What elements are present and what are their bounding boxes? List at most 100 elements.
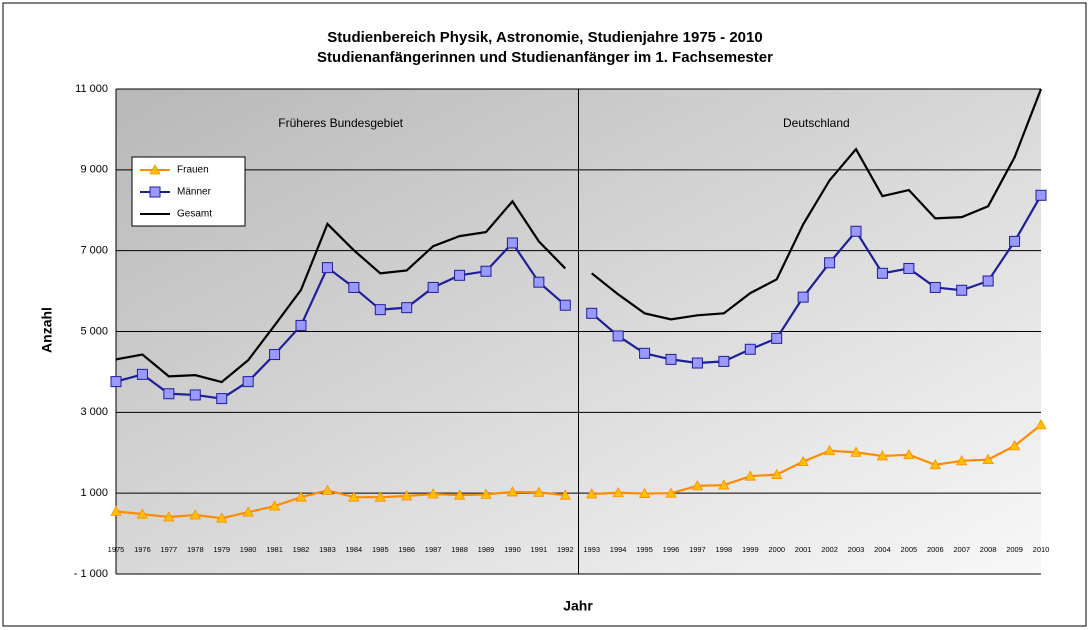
- marker: [480, 488, 492, 499]
- marker: [982, 453, 994, 465]
- y-tick-label: 11 000: [75, 83, 108, 95]
- x-tick-label: 1991: [531, 545, 548, 554]
- x-axis-label: Jahr: [563, 598, 593, 614]
- marker: [718, 479, 730, 490]
- region-label: Früheres Bundesgebiet: [278, 116, 403, 130]
- marker: [163, 511, 175, 522]
- y-axis-label: Anzahl: [39, 307, 55, 353]
- marker: [348, 281, 360, 293]
- y-tick-label: 7 000: [80, 245, 108, 257]
- marker: [665, 353, 677, 365]
- x-tick-label: 1982: [293, 545, 310, 554]
- marker: [850, 446, 862, 457]
- x-tick-label: 1993: [583, 545, 600, 554]
- marker: [876, 450, 889, 461]
- x-tick-label: 2005: [901, 545, 918, 554]
- x-tick-label: 2009: [1006, 545, 1023, 554]
- marker: [189, 509, 201, 520]
- x-tick-label: 1996: [663, 545, 680, 554]
- x-tick-label: 1975: [108, 545, 125, 554]
- y-tick-label: 3 000: [80, 406, 108, 418]
- marker: [348, 491, 360, 502]
- marker: [797, 455, 809, 467]
- marker: [612, 330, 624, 342]
- marker: [559, 489, 571, 500]
- x-tick-label: 2007: [953, 545, 970, 554]
- marker: [269, 349, 281, 361]
- marker: [427, 488, 439, 499]
- marker: [401, 302, 413, 314]
- y-tick-label: 5 000: [80, 325, 108, 337]
- marker: [797, 291, 809, 303]
- marker: [612, 486, 624, 498]
- marker: [401, 490, 413, 501]
- x-tick-label: 2010: [1033, 545, 1050, 554]
- marker: [718, 355, 730, 367]
- marker: [533, 486, 545, 497]
- x-tick-label: 2001: [795, 545, 812, 554]
- marker: [744, 343, 756, 355]
- x-tick-label: 2004: [874, 545, 891, 554]
- marker: [771, 332, 783, 344]
- marker: [242, 506, 254, 517]
- marker: [136, 368, 148, 380]
- marker: [982, 275, 994, 287]
- marker: [242, 376, 254, 388]
- x-tick-label: 1977: [161, 545, 178, 554]
- marker: [533, 276, 545, 288]
- series-line: [115, 199, 567, 384]
- marker: [1035, 189, 1047, 201]
- marker: [506, 486, 519, 497]
- x-tick-label: 1976: [134, 545, 151, 554]
- x-tick-label: 1997: [689, 545, 706, 554]
- marker: [903, 262, 915, 274]
- marker: [454, 269, 466, 281]
- x-tick-label: 1992: [557, 545, 574, 554]
- marker: [110, 376, 122, 388]
- marker: [586, 488, 598, 499]
- marker: [110, 505, 122, 516]
- marker: [691, 357, 703, 369]
- marker: [823, 444, 836, 456]
- x-tick-label: 2008: [980, 545, 997, 554]
- marker: [374, 304, 386, 316]
- series-line: [591, 88, 1043, 321]
- x-tick-label: 1988: [451, 545, 468, 554]
- marker: [586, 307, 598, 319]
- region-label: Deutschland: [783, 116, 850, 130]
- x-tick-label: 1987: [425, 545, 442, 554]
- marker: [453, 489, 466, 500]
- marker: [149, 186, 161, 198]
- marker: [149, 164, 161, 175]
- marker: [427, 281, 439, 293]
- marker: [480, 265, 492, 277]
- x-tick-label: 2000: [768, 545, 785, 554]
- x-tick-label: 1983: [319, 545, 336, 554]
- x-tick-label: 1984: [346, 545, 363, 554]
- marker: [929, 459, 941, 470]
- y-tick-label: 1 000: [80, 487, 108, 499]
- marker: [268, 500, 281, 511]
- x-tick-label: 2006: [927, 545, 944, 554]
- x-tick-label: 1979: [213, 545, 230, 554]
- marker: [903, 448, 915, 460]
- marker: [1008, 440, 1021, 451]
- marker: [1009, 235, 1021, 247]
- marker: [216, 512, 228, 523]
- x-tick-label: 2002: [821, 545, 838, 554]
- marker: [506, 237, 518, 249]
- marker: [639, 347, 651, 359]
- marker: [876, 267, 888, 279]
- x-tick-label: 1980: [240, 545, 257, 554]
- marker: [956, 284, 968, 296]
- x-tick-label: 1998: [716, 545, 733, 554]
- legend-label: Männer: [177, 187, 212, 198]
- legend-label: Frauen: [177, 165, 209, 176]
- marker: [956, 455, 968, 466]
- marker: [189, 389, 201, 401]
- marker: [295, 319, 307, 331]
- marker: [665, 487, 677, 498]
- marker: [771, 468, 783, 479]
- x-tick-label: 1978: [187, 545, 204, 554]
